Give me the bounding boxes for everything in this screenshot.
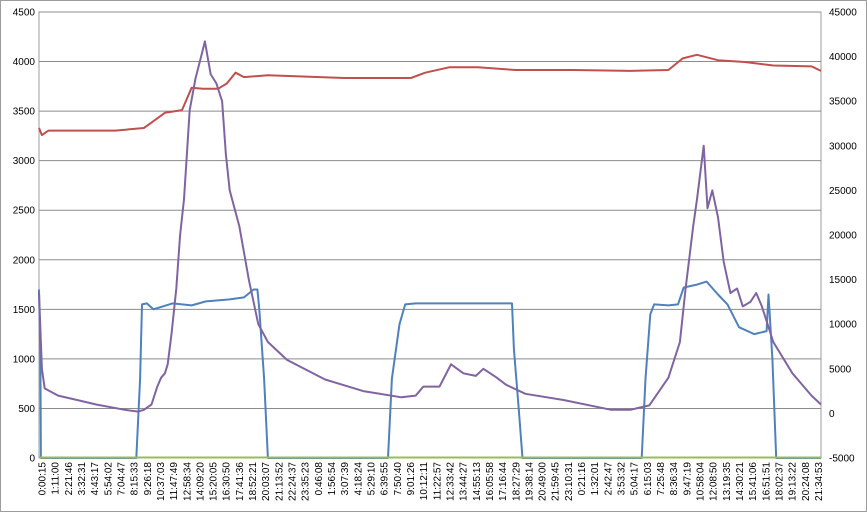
left-tick-label: 4000 — [13, 57, 36, 68]
x-tick-label: 21:34:53 — [814, 462, 825, 501]
x-tick-label: 19:38:14 — [524, 462, 535, 501]
x-tick-label: 3:07:39 — [340, 462, 351, 496]
right-tick-label: 45000 — [829, 8, 857, 19]
x-tick-label: 9:26:18 — [143, 462, 154, 496]
x-tick-label: 9:01:26 — [406, 462, 417, 496]
x-tick-label: 1:32:01 — [590, 462, 601, 496]
x-tick-label: 14:09:20 — [195, 462, 206, 501]
right-tick-label: 15000 — [829, 275, 857, 286]
left-tick-label: 3500 — [13, 107, 36, 118]
x-tick-label: 7:04:47 — [116, 462, 127, 496]
x-tick-label: 18:27:29 — [511, 462, 522, 501]
x-tick-label: 3:53:32 — [617, 462, 628, 496]
x-tick-label: 20:24:08 — [801, 462, 812, 501]
x-tick-label: 13:44:27 — [459, 462, 470, 501]
right-tick-label: 35000 — [829, 97, 857, 108]
x-tick-label: 10:37:03 — [156, 462, 167, 501]
x-tick-label: 2:42:47 — [603, 462, 614, 496]
left-tick-label: 2000 — [13, 255, 36, 266]
x-tick-label: 23:10:31 — [564, 462, 575, 501]
gridlines — [39, 11, 821, 459]
x-tick-label: 6:15:03 — [643, 462, 654, 496]
x-tick-label: 4:43:17 — [90, 462, 101, 496]
right-tick-label: 10000 — [829, 320, 857, 331]
series-lines — [38, 40, 822, 459]
x-tick-label: 14:30:21 — [735, 462, 746, 501]
x-tick-label: 15:20:05 — [209, 462, 220, 501]
x-tick-label: 1:11:00 — [51, 462, 62, 495]
left-tick-label: 3000 — [13, 156, 36, 167]
left-tick-label: 4500 — [13, 8, 36, 19]
x-tick-label: 7:50:40 — [393, 462, 404, 496]
x-tick-label: 12:08:50 — [709, 462, 720, 501]
right-tick-label: 30000 — [829, 141, 857, 152]
x-tick-label: 21:13:52 — [274, 462, 285, 501]
x-tick-label: 19:13:22 — [788, 462, 799, 501]
x-tick-label: 6:39:55 — [380, 462, 391, 496]
x-tick-label: 2:21:46 — [64, 462, 75, 496]
x-tick-label: 13:19:35 — [722, 462, 733, 501]
right-axis-tick-labels: -5000 0 5000 10000 15000 20000 25000 30000 35000… — [829, 8, 857, 465]
x-tick-label: 12:33:42 — [445, 462, 456, 501]
x-tick-label: 16:05:58 — [485, 462, 496, 501]
x-tick-label: 17:41:36 — [235, 462, 246, 501]
left-tick-label: 1000 — [13, 354, 36, 365]
series-line-3 — [38, 53, 822, 137]
plot-area — [38, 11, 822, 459]
x-tick-label: 20:49:00 — [538, 462, 549, 501]
x-tick-label: 12:58:34 — [182, 462, 193, 501]
series-line-1 — [38, 280, 821, 459]
right-tick-label: -5000 — [829, 454, 855, 465]
x-tick-label: 3:32:31 — [77, 462, 88, 496]
right-tick-label: 40000 — [829, 52, 857, 63]
left-tick-label: 0 — [29, 454, 35, 465]
x-tick-label: 5:04:17 — [630, 462, 641, 496]
x-tick-label: 10:58:04 — [696, 462, 707, 501]
x-tick-label: 14:55:13 — [472, 462, 483, 501]
x-tick-label: 11:22:57 — [432, 462, 443, 501]
x-tick-label: 4:18:24 — [353, 462, 364, 496]
x-tick-label: 0:46:08 — [314, 462, 325, 496]
x-tick-label: 9:47:19 — [682, 462, 693, 496]
x-tick-label: 1:56:54 — [327, 462, 338, 496]
right-tick-label: 5000 — [829, 364, 852, 375]
x-tick-label: 5:29:10 — [367, 462, 378, 496]
left-tick-label: 500 — [18, 404, 35, 415]
x-tick-label: 18:52:21 — [248, 462, 259, 501]
x-tick-label: 8:36:34 — [669, 462, 680, 496]
x-tick-label: 5:54:02 — [103, 462, 114, 496]
right-tick-label: 25000 — [829, 186, 857, 197]
x-tick-label: 11:47:49 — [169, 462, 180, 501]
x-tick-label: 0:21:16 — [577, 462, 588, 496]
x-axis-tick-labels: 0:00:15 1:11:00 2:21:46 3:32:31 4:43:17 5:54:… — [38, 462, 825, 501]
left-tick-label: 2500 — [13, 206, 36, 217]
x-tick-label: 18:02:37 — [774, 462, 785, 501]
right-tick-label: 0 — [829, 409, 835, 420]
x-tick-label: 16:30:50 — [222, 462, 233, 501]
x-tick-label: 23:35:23 — [301, 462, 312, 501]
x-tick-label: 10:12:11 — [419, 462, 430, 501]
x-tick-label: 16:51:51 — [761, 462, 772, 501]
x-tick-label: 0:00:15 — [38, 462, 49, 496]
x-tick-label: 15:41:06 — [748, 462, 759, 501]
x-tick-label: 8:15:33 — [130, 462, 141, 496]
series-line-4 — [38, 40, 822, 413]
x-tick-label: 22:24:37 — [288, 462, 299, 501]
x-tick-label: 20:03:07 — [261, 462, 272, 501]
x-tick-label: 17:16:44 — [498, 462, 509, 501]
right-tick-label: 20000 — [829, 231, 857, 242]
left-axis-tick-labels: 0 500 1000 1500 2000 2500 3000 3500 4000 4500 — [13, 8, 36, 465]
x-tick-label: 21:59:45 — [551, 462, 562, 501]
x-tick-label: 7:25:48 — [656, 462, 667, 496]
left-tick-label: 1500 — [13, 305, 36, 316]
